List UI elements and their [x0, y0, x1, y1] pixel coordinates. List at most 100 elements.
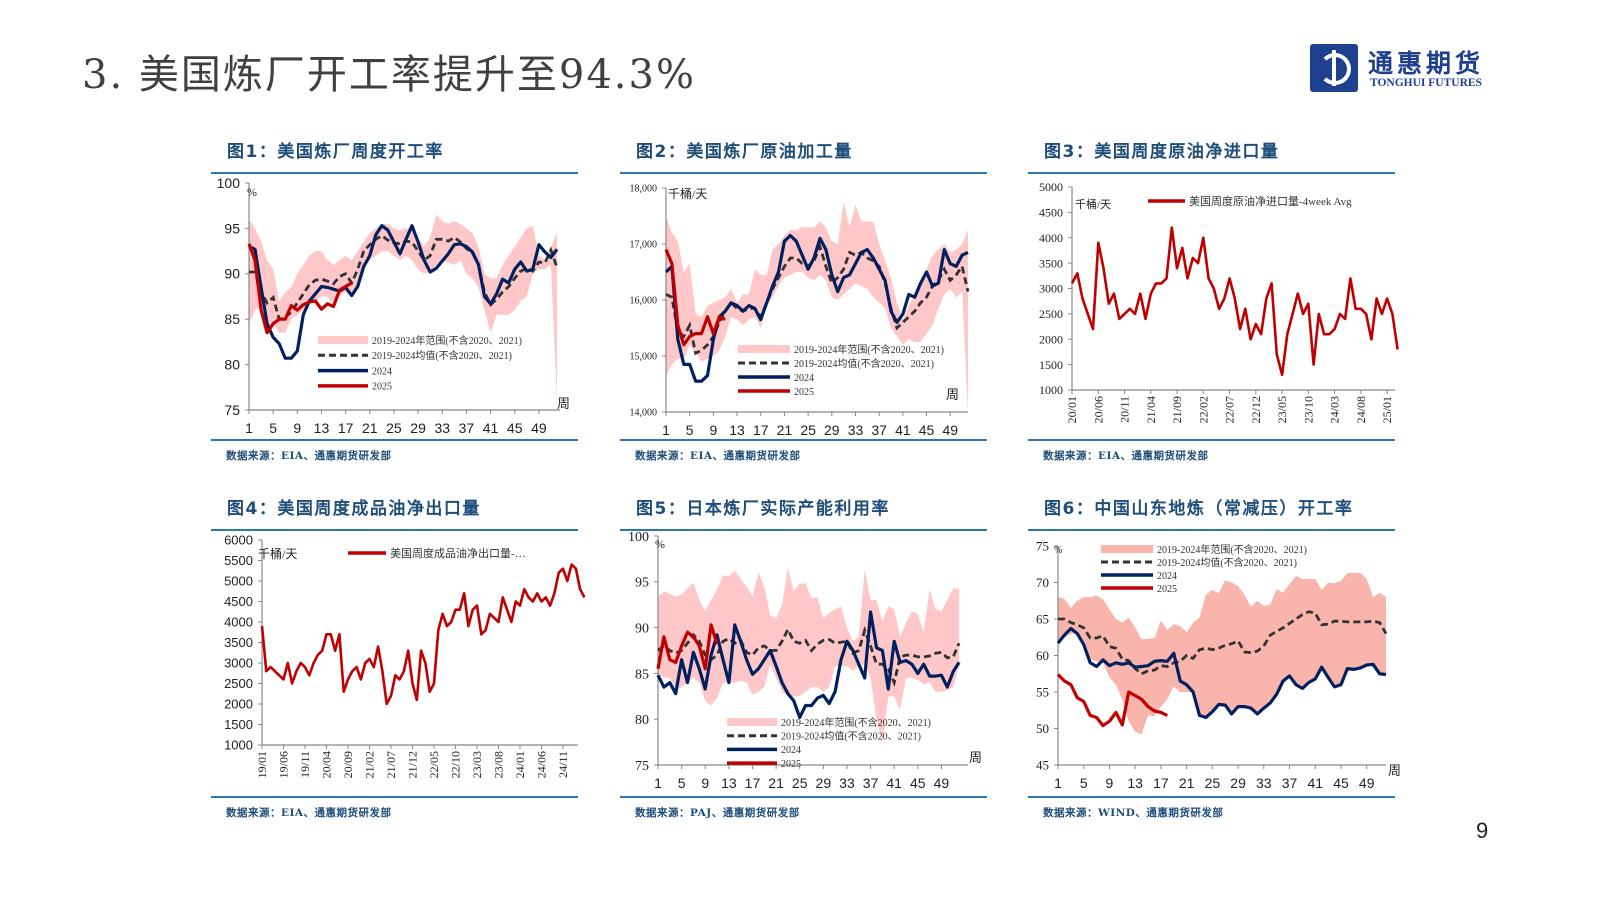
range-band-2019-2024: [1058, 573, 1386, 735]
series-2025: [247, 243, 353, 335]
x-tick-label: 1: [654, 775, 662, 791]
x-tick-label: 33: [839, 775, 855, 791]
panel-source: 数据来源：EIA、通惠期货研发部: [635, 450, 801, 462]
series-mean-2019-2024: [249, 234, 559, 321]
chart-5: 75 80 85 90 95 100 1 5 9 13 17 21 25 29 33 37 41 45 49% 周 20…: [628, 530, 982, 791]
chart-3: 1000 1500 2000 2500 3000 3500 4000 4500 5000 20/0…: [1039, 180, 1399, 423]
range-band-2019-2024: [658, 568, 960, 743]
range-band-2019-2024: [666, 202, 968, 412]
y-tick-label: 15,000: [630, 352, 658, 363]
y-tick-label: 65: [1036, 612, 1049, 627]
x-tick-label: 19/06: [276, 751, 290, 778]
panel-bottom-rule: [620, 439, 987, 441]
x-tick-label: 45: [910, 775, 926, 791]
legend-label: 2025: [781, 759, 801, 770]
x-tick-label: 9: [709, 422, 717, 438]
chart-2: 14,000 15,000 16,000 17,000 18,000 1 5 9 13 17 21 2…: [630, 184, 970, 438]
y-tick-label: 4500: [224, 594, 253, 609]
x-tick-label: 21/04: [1144, 396, 1158, 423]
y-tick-label: 18,000: [630, 184, 658, 195]
series-mean-2019-2024: [657, 625, 961, 688]
x-tick-label: 22/10: [448, 751, 462, 778]
panel-source: 数据来源：EIA、通惠期货研发部: [226, 450, 392, 462]
x-tick-label: 24/03: [1328, 396, 1342, 423]
x-tick-label: 22/05: [427, 751, 441, 778]
x-tick-label: 24/01: [513, 751, 527, 778]
y-tick-label: 1000: [224, 738, 253, 753]
y-tick-label: 45: [1036, 758, 1049, 773]
panel-title-6: 图6：中国山东地炼（常减压）开工率: [1044, 499, 1354, 519]
x-tick-label: 33: [1256, 775, 1272, 791]
x-tick-label: 21/02: [362, 751, 376, 778]
y-tick-label: 95: [635, 576, 649, 591]
x-tick-label: 22/07: [1223, 396, 1237, 423]
y-tick-label: 85: [635, 667, 649, 682]
x-tick-label: 13: [1127, 775, 1143, 791]
y-tick-label: 5000: [224, 574, 253, 589]
x-tick-label: 20/04: [319, 751, 333, 778]
series-2024: [656, 610, 961, 720]
unit-label: %: [1054, 545, 1062, 556]
chart-1: 75 80 85 90 95 100 1 5 9 13 17 21 25 29 33 37 41 45 49% 周 20…: [217, 175, 570, 436]
x-tick-label: 20/01: [1065, 396, 1079, 423]
x-tick-label: 1: [245, 420, 253, 436]
y-tick-label: 4000: [224, 615, 253, 630]
legend-swatch: [727, 718, 777, 726]
y-tick-label: 1500: [224, 717, 253, 732]
x-tick-label: 9: [701, 775, 709, 791]
y-tick-label: 100: [217, 175, 241, 191]
y-tick-label: 2000: [224, 697, 253, 712]
panel-title-5: 图5：日本炼厂实际产能利用率: [636, 499, 890, 519]
x-tick-label: 13: [314, 420, 330, 436]
legend-label: 2019-2024均值(不含2020、2021): [794, 357, 934, 370]
panel-top-rule: [211, 172, 578, 174]
x-tick-label: 23/08: [491, 751, 505, 778]
panel-source: 数据来源：PAJ、通惠期货研发部: [635, 807, 800, 819]
slide-title: 3. 美国炼厂开工率提升至94.3%: [82, 52, 696, 98]
x-tick-label: 24/08: [1354, 396, 1368, 423]
x-tick-label: 21/07: [384, 751, 398, 778]
y-tick-label: 75: [1036, 539, 1049, 554]
x-tick-label: 5: [1080, 775, 1088, 791]
y-tick-label: 5500: [224, 553, 253, 568]
x-tick-label: 33: [848, 422, 864, 438]
legend-label: 2025: [1157, 584, 1177, 595]
panel-top-rule: [1028, 529, 1395, 531]
x-tick-label: 45: [507, 420, 523, 436]
x-tick-label: 41: [886, 775, 902, 791]
x-tick-label: 17: [338, 420, 354, 436]
legend-label: 2019-2024年范围(不含2020、2021): [781, 716, 931, 729]
panel-bottom-rule: [1028, 796, 1395, 798]
x-tick-label: 22/02: [1196, 396, 1210, 423]
legend-label: 2025: [372, 382, 392, 393]
legend-label: 2024: [372, 366, 392, 377]
y-tick-label: 95: [224, 220, 240, 236]
panel-top-rule: [1028, 172, 1395, 174]
panel-top-rule: [620, 172, 987, 174]
x-tick-label: 49: [1359, 775, 1375, 791]
page-number: 9: [1476, 818, 1489, 843]
panel-source: 数据来源：EIA、通惠期货研发部: [226, 807, 392, 819]
x-tick-label: 5: [678, 775, 686, 791]
legend-label: 2019-2024年范围(不含2020、2021): [794, 343, 944, 356]
x-tick-label: 41: [483, 420, 499, 436]
y-tick-label: 2000: [1039, 332, 1063, 346]
y-tick-label: 80: [635, 713, 649, 728]
x-tick-label: 41: [1307, 775, 1323, 791]
panel-source: 数据来源：WIND、通惠期货研发部: [1043, 807, 1224, 819]
y-tick-label: 3500: [224, 635, 253, 650]
x-tick-label: 29: [410, 420, 426, 436]
y-tick-label: 2500: [224, 676, 253, 691]
x-tick-label: 25: [1205, 775, 1221, 791]
x-tick-label: 19/11: [298, 751, 312, 778]
x-tick-label: 37: [863, 775, 879, 791]
x-tick-label: 23/03: [470, 751, 484, 778]
legend-label: 2019-2024均值(不含2020、2021): [1157, 556, 1297, 569]
legend: 2019-2024年范围(不含2020、2021)2019-2024均值(不含2…: [738, 343, 944, 398]
x-tick-label: 21: [362, 420, 378, 436]
panel-title-2: 图2：美国炼厂原油加工量: [636, 142, 853, 162]
y-tick-label: 90: [635, 622, 649, 637]
unit-label: 千桶/天: [668, 186, 707, 201]
y-tick-label: 4000: [1039, 231, 1063, 245]
x-tick-label: 13: [729, 422, 745, 438]
